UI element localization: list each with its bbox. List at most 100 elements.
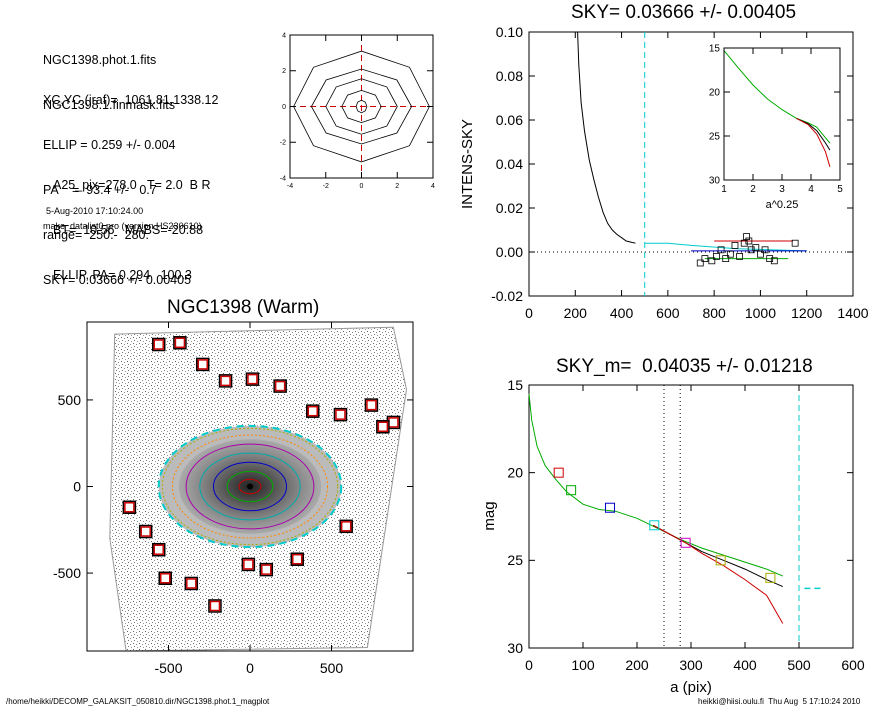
sky-box <box>208 599 222 613</box>
isophote-ellipse <box>238 478 262 495</box>
inset-x-tick-label: 3 <box>779 184 785 195</box>
sky-box <box>151 337 166 352</box>
inset-x-tick-label: 5 <box>837 184 843 195</box>
x-tick-label: 800 <box>702 305 726 321</box>
x-tick-label: 400 <box>610 305 634 321</box>
x-tick-label: 200 <box>564 305 588 321</box>
header-line: BT= 10.56 MABS=-20.88 <box>53 223 204 237</box>
isophote-contour <box>325 78 398 135</box>
y-tick-label: 0.02 <box>496 200 523 216</box>
inset-y-tick-label: 20 <box>709 88 721 99</box>
inset-x-axis-label: a^0.25 <box>766 199 799 211</box>
sky-box <box>333 407 348 422</box>
y-tick-label: 0.00 <box>496 244 523 260</box>
sky-box <box>245 372 260 386</box>
sky-box-inner <box>261 564 272 575</box>
sky-box-inner <box>159 573 171 584</box>
contour-panel: -4 -2 0 2 4 -4 -2 0 2 4 <box>280 32 435 190</box>
x-tick-label: 1000 <box>745 305 776 321</box>
isophote-contour <box>310 68 413 145</box>
sky-box-inner <box>153 544 164 555</box>
y-tick-label: -500 <box>53 565 81 581</box>
sky-box-inner <box>274 380 286 392</box>
x-tick-label: 0 <box>525 305 533 321</box>
intensity-profile-line <box>577 31 636 244</box>
isophote-contour <box>341 89 382 124</box>
y-tick-label: 0.04 <box>496 156 523 172</box>
inset-series-line <box>723 50 831 144</box>
x-tick-label: 400 <box>733 657 757 673</box>
sky-box-inner <box>209 600 221 612</box>
y-axis-label: INTENS-SKY <box>459 119 476 209</box>
sky-box-inner <box>243 559 254 570</box>
sky-box-inner <box>186 578 197 589</box>
y-tick-label: -0.02 <box>491 288 523 304</box>
sky-box-point <box>761 246 769 254</box>
sky-box-inner <box>292 553 303 565</box>
sky-box-inner <box>377 421 389 433</box>
sky-box-point <box>701 255 709 263</box>
chart-title-intens: SKY= 0.03666 +/- 0.00405 <box>571 2 797 23</box>
sky-boundary-ellipse <box>157 424 343 549</box>
chart-title-galaxy: NGC1398 (Warm) <box>167 297 320 318</box>
mag-series-line <box>652 524 784 624</box>
sky-box-inner <box>307 405 319 417</box>
y-tick-label: 0 <box>73 478 81 494</box>
sky-box <box>173 336 187 350</box>
sky-box <box>290 552 305 566</box>
header-line: NGC1398.phot.1.fits <box>43 53 157 67</box>
sky-box <box>339 519 353 534</box>
sky-box-inner <box>140 526 151 537</box>
sky-box-inner <box>220 375 231 387</box>
x-tick-label: 500 <box>320 660 344 676</box>
header-line: ELLIP, PA= 0.294 100.3 <box>53 268 192 282</box>
sky-box-inner <box>366 399 377 411</box>
sky-box <box>138 524 153 539</box>
y-axis-label: mag <box>481 501 498 530</box>
x-tick-label: 1400 <box>837 305 868 321</box>
sky-box-point <box>731 241 739 249</box>
mag-marker <box>715 555 726 566</box>
y-tick-label: 20 <box>507 465 523 481</box>
footer-path: /home/heikki/DECOMP_GALAKSIT_050810.dir/… <box>6 697 270 706</box>
y-tick-label: 0.10 <box>496 24 523 40</box>
x-tick-label: 0 <box>360 183 364 190</box>
inset-series-line <box>796 117 831 151</box>
x-tick-label: 500 <box>787 657 811 673</box>
y-tick-label: 4 <box>282 32 286 39</box>
sky-box-point <box>717 246 725 254</box>
header-results: A25_pix=278.0 T= 2.0 B R BT= 10.56 MABS=… <box>53 148 211 298</box>
inset-x-tick-label: 4 <box>808 184 814 195</box>
inset-y-tick-label: 25 <box>709 132 721 143</box>
x-tick-label: 0 <box>525 657 533 673</box>
isophote-ellipse <box>226 470 274 503</box>
sky-box-inner <box>340 521 352 532</box>
sky-box-point <box>752 244 760 252</box>
sky-box <box>218 374 233 388</box>
y-tick-label: 0 <box>282 104 286 111</box>
y-tick-label: -4 <box>280 175 286 182</box>
x-tick-label: 200 <box>625 657 649 673</box>
sky-box <box>376 420 390 434</box>
sky-box <box>158 571 172 586</box>
mag-series-line <box>528 393 783 577</box>
isophote-ellipse <box>171 434 329 539</box>
mag-profile-panel: 0 100 200 300 400 500 600 15 20 25 30 a (pix) mag <box>481 377 865 696</box>
sky-box-inner <box>153 339 164 350</box>
x-tick-label: 4 <box>431 183 435 190</box>
header-date: 5-Aug-2010 17:10:24.00 <box>46 206 144 216</box>
header-line: ELLIP = 0.259 +/- 0.004 <box>43 138 176 152</box>
sky-box-inner <box>335 409 346 420</box>
inset-y-tick-label: 15 <box>709 44 721 55</box>
sky-box <box>364 398 379 412</box>
header-line: range= 250.- 280. <box>43 228 149 242</box>
x-tick-label: 1200 <box>791 305 822 321</box>
mag-marker <box>566 485 577 496</box>
inset-series-line <box>796 117 831 167</box>
footer-user: heikki@hiisi.oulu.fi Thu Aug 5 17:10:24 … <box>698 697 861 706</box>
sky-box <box>306 404 320 418</box>
sky-box-point <box>766 255 774 263</box>
sky-box-point <box>745 237 753 245</box>
sky-box <box>151 542 166 557</box>
